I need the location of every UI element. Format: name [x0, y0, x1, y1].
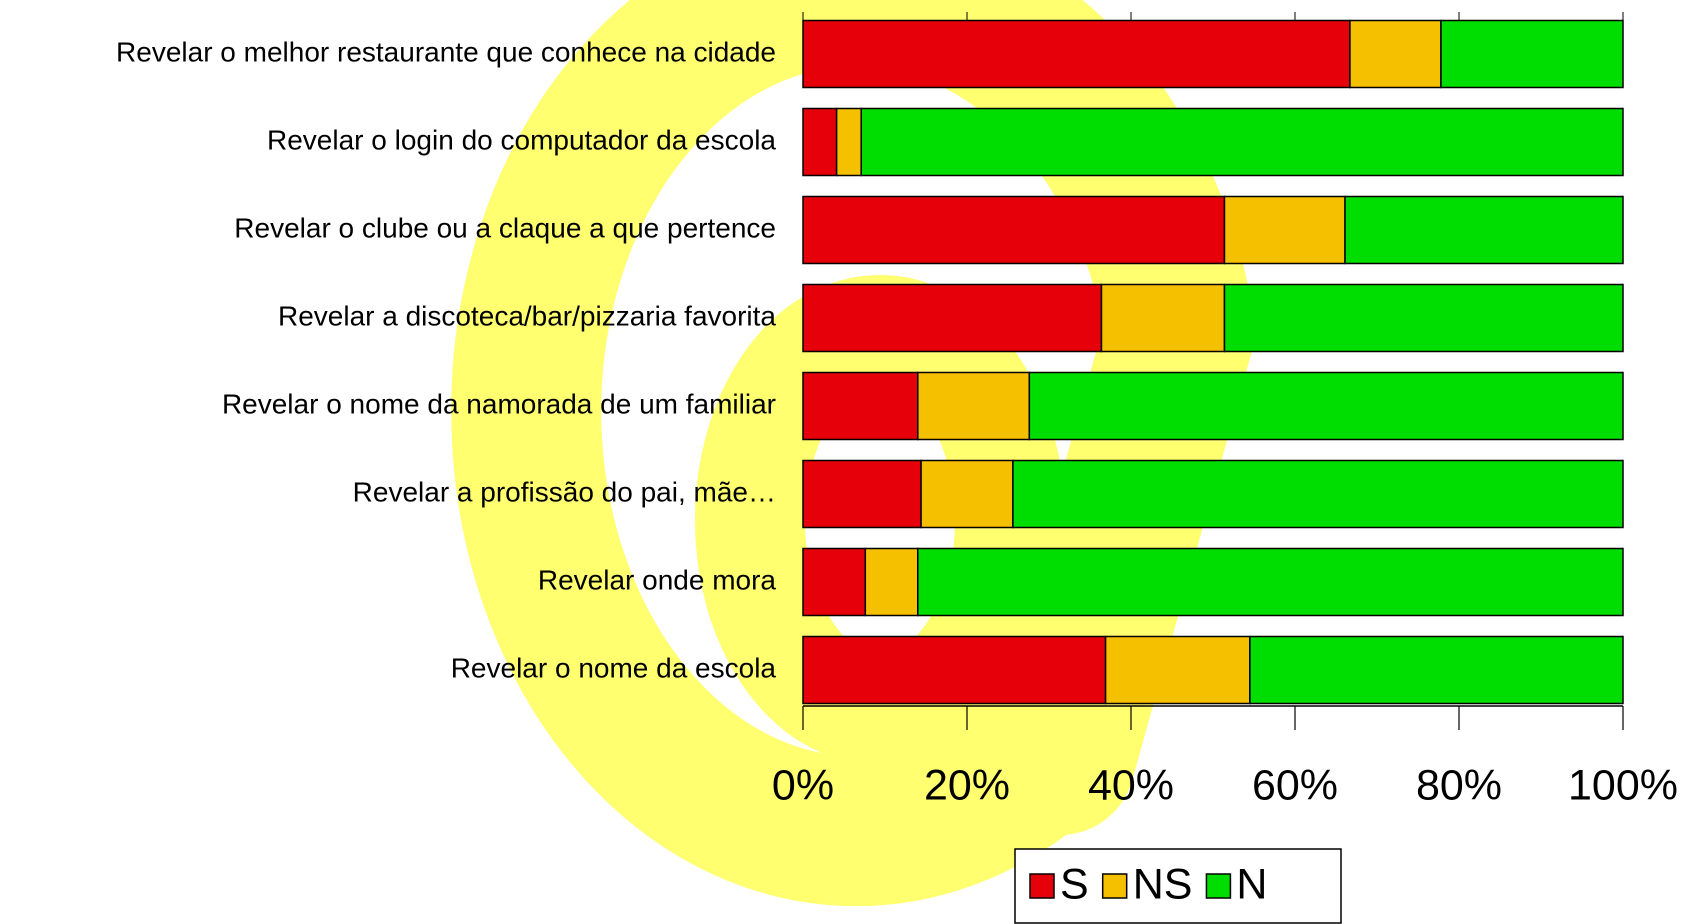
legend-swatch [1205, 873, 1232, 899]
bar-segment [917, 547, 1624, 617]
category-label: Revelar onde mora [538, 564, 777, 595]
category-label: Revelar o melhor restaurante que conhece… [116, 36, 776, 67]
bar-segment [1349, 19, 1442, 89]
bar-segment [1440, 19, 1624, 89]
bar-segment [802, 371, 919, 441]
bar-segment [1344, 195, 1624, 265]
x-tick-label: 100% [1568, 761, 1678, 809]
category-label: Revelar o nome da escola [451, 652, 777, 683]
legend-swatch [1029, 873, 1055, 899]
category-label: Revelar o clube ou a claque a que perten… [234, 212, 776, 243]
bar-segment [1100, 283, 1226, 353]
bar-segment [802, 635, 1107, 705]
legend-swatch [1101, 873, 1128, 899]
bar-segment [1223, 195, 1346, 265]
bar-segment [1104, 635, 1251, 705]
bar-segment [802, 283, 1103, 353]
legend-label: S [1060, 860, 1089, 908]
bar-segment [920, 459, 1014, 529]
bar-segment [1012, 459, 1624, 529]
legend: S NS N [1014, 848, 1342, 924]
x-tick-label: 40% [1088, 761, 1174, 809]
bar-segment [802, 107, 838, 177]
x-tick-label: 60% [1252, 761, 1338, 809]
bar-segment [1028, 371, 1624, 441]
x-tick-label: 0% [772, 761, 834, 809]
bar-segment [802, 195, 1226, 265]
bar-segment [802, 547, 867, 617]
bar-segment [864, 547, 919, 617]
bar-segment [802, 459, 922, 529]
legend-box [1014, 848, 1342, 924]
bar-segment [860, 107, 1624, 177]
x-tick-label: 20% [924, 761, 1010, 809]
bar-segment [1249, 635, 1624, 705]
bar-segment [917, 371, 1031, 441]
bar-segment [1223, 283, 1624, 353]
category-label: Revelar a discoteca/bar/pizzaria favorit… [278, 300, 776, 331]
bar-segment [835, 107, 862, 177]
category-label: Revelar a profissão do pai, mãe… [353, 476, 776, 507]
legend-label: N [1236, 860, 1267, 908]
category-label: Revelar o login do computador da escola [267, 124, 776, 155]
legend-label: NS [1133, 860, 1193, 908]
category-label: Revelar o nome da namorada de um familia… [222, 388, 776, 419]
bar-segment [802, 19, 1351, 89]
x-tick-label: 80% [1416, 761, 1502, 809]
